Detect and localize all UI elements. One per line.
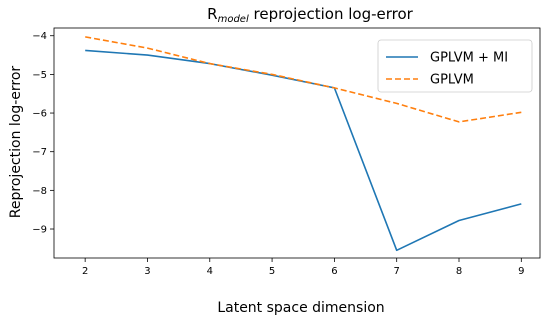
- y-tick-label: −4: [32, 31, 47, 42]
- chart-title-prefix: R: [207, 5, 217, 23]
- chart-title-suffix: reprojection log-error: [249, 5, 414, 23]
- x-tick-label: 3: [144, 266, 150, 277]
- chart-title-subscript: model: [218, 14, 249, 25]
- plot-frame: [53, 27, 541, 259]
- series-line-gplvm: [85, 36, 522, 123]
- legend-entry: GPLVM + MI: [430, 51, 508, 66]
- x-tick-label: 6: [331, 266, 337, 277]
- x-tick-label: 7: [394, 266, 400, 277]
- y-tick-label: −6: [32, 109, 47, 120]
- legend: GPLVM + MI GPLVM: [377, 39, 533, 93]
- x-tick-label: 5: [269, 266, 275, 277]
- y-tick-label: −8: [32, 186, 47, 197]
- y-tick-label: −7: [32, 147, 47, 158]
- x-tick-label: 4: [207, 266, 213, 277]
- x-axis-label: Latent space dimension: [217, 300, 384, 316]
- plot-area: 2 3 4 5 6 7 8 9 −4 −5 −6 −7 −8 −9: [32, 27, 541, 277]
- y-axis-label: Reprojection log-error: [8, 66, 24, 219]
- x-tick-label: 9: [518, 266, 524, 277]
- legend-entry: GPLVM: [430, 73, 474, 88]
- y-tick-label: −5: [32, 70, 47, 81]
- x-tick-label: 8: [456, 266, 462, 277]
- x-tick-label: 2: [82, 266, 88, 277]
- chart-title: Rmodel reprojection log-error: [207, 5, 414, 25]
- y-tick-label: −9: [32, 225, 47, 236]
- series-line-gplvm-mi: [85, 49, 522, 252]
